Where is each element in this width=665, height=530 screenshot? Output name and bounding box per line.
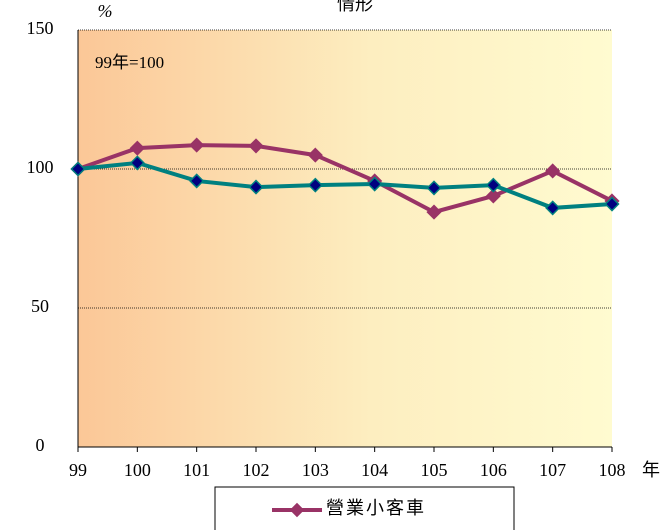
legend-marker bbox=[289, 502, 305, 518]
chart-title: 情形 bbox=[337, 0, 373, 14]
y-tick-label: 150 bbox=[27, 18, 54, 38]
series-marker bbox=[189, 173, 205, 189]
series-marker bbox=[485, 177, 501, 193]
series-marker bbox=[248, 179, 264, 195]
annotation: 99年=100 bbox=[95, 53, 164, 72]
series-marker bbox=[604, 196, 620, 212]
series-marker bbox=[307, 177, 323, 193]
plot-area bbox=[78, 30, 612, 447]
series-marker bbox=[129, 140, 145, 156]
y-tick-label: 50 bbox=[31, 296, 49, 316]
x-tick-label: 106 bbox=[480, 460, 507, 480]
x-tick-label: 101 bbox=[183, 460, 210, 480]
x-axis-label: 年 bbox=[642, 460, 660, 480]
legend bbox=[214, 486, 515, 530]
series-marker bbox=[367, 176, 383, 192]
y-axis-label: % bbox=[98, 1, 113, 21]
series-marker bbox=[307, 147, 323, 163]
series-marker bbox=[70, 161, 86, 177]
series-marker bbox=[189, 137, 205, 153]
series-marker bbox=[426, 180, 442, 196]
series-marker bbox=[485, 188, 501, 204]
x-tick-label: 99 bbox=[69, 460, 87, 480]
series-marker bbox=[248, 138, 264, 154]
series-marker bbox=[129, 155, 145, 171]
series-marker bbox=[545, 200, 561, 216]
legend-label: 營業小客車 bbox=[326, 498, 426, 518]
x-tick-label: 100 bbox=[124, 460, 151, 480]
x-tick-label: 103 bbox=[302, 460, 329, 480]
series-line bbox=[77, 143, 613, 215]
x-tick-label: 107 bbox=[539, 460, 566, 480]
y-tick-label: 0 bbox=[36, 435, 45, 455]
series-line bbox=[77, 160, 613, 210]
x-tick-label: 105 bbox=[421, 460, 448, 480]
x-tick-label: 102 bbox=[243, 460, 270, 480]
x-tick-label: 104 bbox=[361, 460, 388, 480]
series-marker bbox=[426, 204, 442, 220]
y-tick-label: 100 bbox=[27, 157, 54, 177]
x-tick-label: 108 bbox=[599, 460, 626, 480]
series-marker bbox=[545, 163, 561, 179]
